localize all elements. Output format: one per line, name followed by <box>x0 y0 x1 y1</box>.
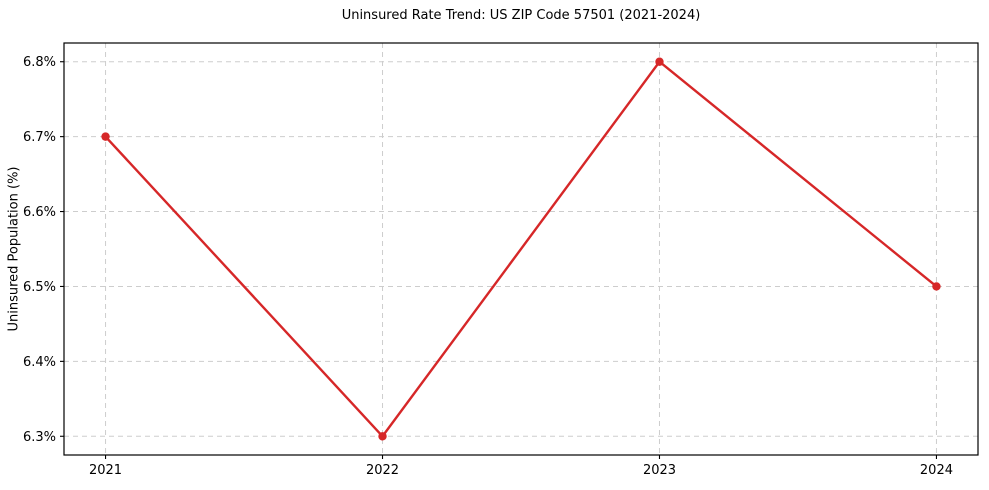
x-tick-label: 2021 <box>89 463 122 478</box>
data-point-marker <box>378 432 387 441</box>
y-tick-label: 6.8% <box>23 55 56 70</box>
data-point-marker <box>655 57 664 66</box>
x-tick-label: 2023 <box>643 463 676 478</box>
x-tick-label: 2022 <box>366 463 399 478</box>
y-tick-label: 6.5% <box>23 280 56 295</box>
y-tick-label: 6.6% <box>23 205 56 220</box>
y-tick-label: 6.7% <box>23 130 56 145</box>
data-point-marker <box>101 132 110 141</box>
y-tick-label: 6.4% <box>23 355 56 370</box>
x-tick-label: 2024 <box>920 463 953 478</box>
chart-title: Uninsured Rate Trend: US ZIP Code 57501 … <box>341 8 701 23</box>
axes-spines <box>63 42 979 456</box>
y-tick-label: 6.3% <box>23 430 56 445</box>
data-point-marker <box>932 282 941 291</box>
trend-line <box>104 60 938 438</box>
